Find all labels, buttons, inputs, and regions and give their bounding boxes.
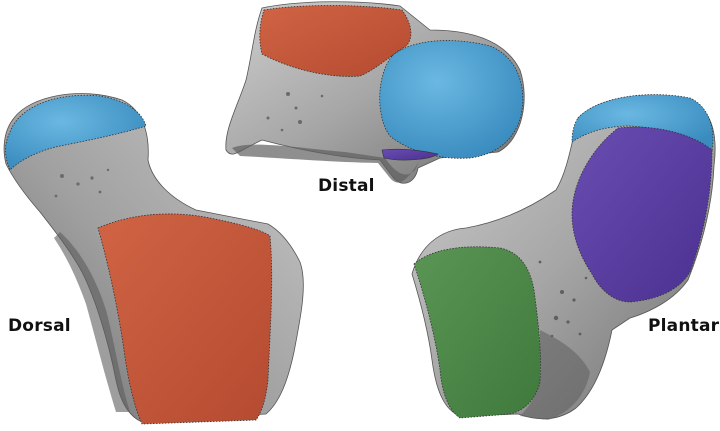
dorsal-bone-shadow [54, 232, 130, 412]
distal-facet-purple [381, 148, 439, 161]
distal-facet-blue [379, 40, 524, 159]
dorsal-surface-pits [54, 168, 110, 198]
distal-bone-shadow [232, 144, 420, 183]
plantar-view [411, 94, 716, 420]
dorsal-facet-blue [5, 94, 147, 171]
distal-facet-orange [259, 5, 412, 77]
label-dorsal: Dorsal [8, 316, 71, 336]
plantar-facet-purple [571, 126, 713, 303]
plantar-bone-shadow [520, 330, 590, 420]
dorsal-facet-orange [97, 213, 273, 425]
label-distal: Distal [318, 176, 375, 196]
plantar-surface-pits [538, 260, 588, 338]
label-plantar: Plantar [648, 316, 720, 336]
dorsal-view [3, 93, 304, 425]
distal-surface-pits [266, 92, 324, 132]
plantar-facet-green [413, 246, 541, 419]
distal-view [225, 1, 525, 184]
